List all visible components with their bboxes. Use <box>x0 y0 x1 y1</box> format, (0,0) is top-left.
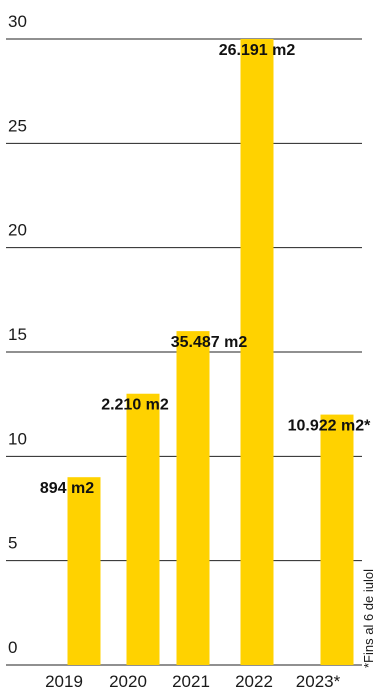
y-axis-tick-labels: 0 5 10 15 20 25 30 <box>8 12 27 657</box>
bars <box>67 39 354 665</box>
x-category-label: 2020 <box>109 672 147 691</box>
data-label: 26.191 m2 <box>219 42 296 59</box>
bar <box>67 477 101 665</box>
y-tick-label: 0 <box>8 638 17 657</box>
x-category-label: 2022 <box>235 672 273 691</box>
data-label: 10.922 m2* <box>288 418 372 435</box>
bar <box>176 331 210 665</box>
y-tick-label: 15 <box>8 325 27 344</box>
y-tick-label: 25 <box>8 116 27 135</box>
y-tick-label: 10 <box>8 429 27 448</box>
data-label: 894 m2 <box>40 480 94 497</box>
data-labels: 894 m2 2.210 m2 35.487 m2 26.191 m2 10.922 m… <box>40 42 371 497</box>
x-axis-category-labels: 2019 2020 2021 2022 2023* <box>45 672 341 691</box>
x-category-label: 2019 <box>45 672 83 691</box>
x-category-label: 2021 <box>172 672 210 691</box>
bar <box>320 414 354 665</box>
y-tick-label: 30 <box>8 12 27 31</box>
y-tick-label: 20 <box>8 221 27 240</box>
bar <box>126 393 160 665</box>
data-label: 35.487 m2 <box>171 334 248 351</box>
data-label: 2.210 m2 <box>101 397 169 414</box>
footnote: *Fins al 6 de iulol <box>361 569 376 668</box>
x-category-label: 2023* <box>296 672 341 691</box>
y-tick-label: 5 <box>8 534 17 553</box>
bar <box>240 39 274 665</box>
